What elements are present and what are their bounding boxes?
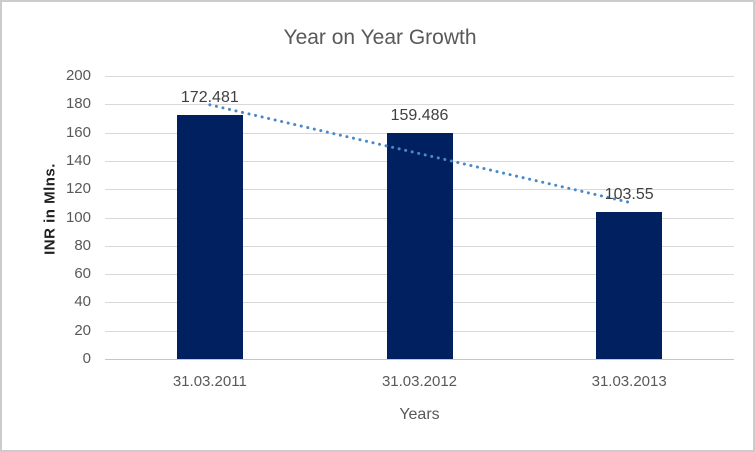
x-category-label: 31.03.2012 [381, 373, 458, 390]
plot-area [105, 76, 734, 360]
y-tick-label: 100 [65, 208, 91, 226]
x-category-label: 31.03.2011 [172, 373, 247, 390]
y-tick-label: 40 [74, 293, 91, 311]
x-axis-line [105, 359, 734, 360]
gridline [105, 76, 734, 77]
y-tick-label: 180 [65, 95, 91, 113]
y-tick-label: 20 [74, 321, 91, 339]
y-tick-label: 200 [65, 67, 91, 84]
trendline [208, 103, 631, 204]
bar-31-03-2012 [386, 133, 453, 359]
gridline [105, 132, 734, 134]
y-tick-label: 0 [82, 350, 91, 367]
bar-value-label: 172.481 [180, 88, 239, 106]
bar-31-03-2011 [176, 114, 243, 359]
x-axis-title: Years [399, 406, 440, 423]
chart-title: Year on Year Growth [283, 26, 477, 49]
y-tick-label: 60 [74, 265, 91, 283]
y-tick-label: 80 [74, 236, 91, 254]
y-tick-label: 120 [65, 180, 91, 198]
bar-value-label: 103.55 [604, 186, 654, 204]
bar-31-03-2013 [596, 212, 663, 359]
y-tick-label: 140 [65, 151, 91, 169]
x-category-label: 31.03.2013 [591, 373, 667, 390]
gridline [105, 104, 734, 106]
bar-value-label: 159.486 [390, 107, 449, 125]
y-tick-label: 160 [65, 123, 91, 141]
